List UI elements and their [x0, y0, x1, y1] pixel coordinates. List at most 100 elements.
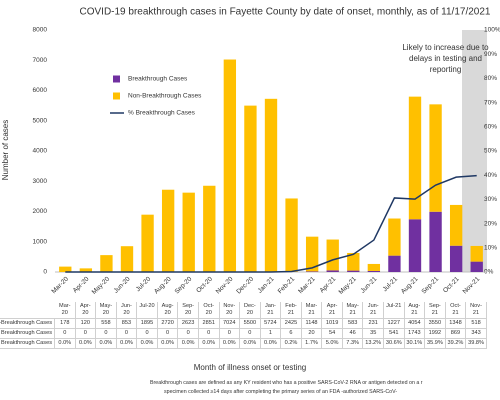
x-tick-label: Aug-20	[153, 275, 173, 295]
table-cell: 0.0%	[178, 339, 199, 349]
table-cell: 0	[96, 329, 117, 339]
annotation: Likely to increase due to delays in test…	[402, 43, 489, 74]
table-cell: 0	[75, 329, 97, 339]
line-series	[65, 174, 477, 273]
table-cell: 1348	[445, 319, 467, 329]
table-cell: 35.9%	[425, 339, 446, 349]
x-tick-label: Jun-21	[359, 275, 378, 294]
table-cell: 5724	[260, 319, 282, 329]
table-header: Nov-20	[219, 302, 241, 319]
bar-segment	[182, 192, 195, 272]
table-cell: 13.2%	[363, 339, 384, 349]
row-label-text: Non-Breakthrough Cases	[0, 320, 52, 326]
table-cell: 35	[363, 329, 384, 339]
y-tick-label: 5000	[33, 117, 48, 124]
table-header: May-20	[96, 302, 117, 319]
y2-tick-label: 10%	[484, 245, 497, 252]
table-cell: 0.0%	[198, 339, 220, 349]
table-cell: 6	[281, 329, 302, 339]
y2-tick-label: 30%	[484, 196, 497, 203]
table-cell: 1895	[137, 319, 158, 329]
table-cell: 1.7%	[301, 339, 323, 349]
table-cell: 178	[55, 319, 76, 329]
bar-segment	[429, 104, 442, 212]
table-cell: 1148	[301, 319, 323, 329]
table-header: Mar-20	[55, 302, 76, 319]
y-tick-label: 6000	[33, 87, 48, 94]
bar-segment	[326, 239, 339, 271]
x-tick-label: Aug-21	[400, 275, 420, 295]
table-cell: 0	[157, 329, 179, 339]
legend-label: Non-Breakthrough Cases	[128, 93, 202, 100]
table-cell: 0	[178, 329, 199, 339]
bar-segment	[305, 271, 319, 272]
bar-segment	[449, 204, 463, 246]
table-header: Oct-21	[445, 302, 467, 319]
x-tick-label: Oct-21	[442, 275, 461, 294]
bar-segment	[347, 252, 360, 271]
bar-segment	[408, 96, 422, 220]
table-header: Aug-21	[404, 302, 426, 319]
table-cell: 30.6%	[384, 339, 405, 349]
table-cell: 541	[384, 329, 405, 339]
x-tick-label: Mar-20	[50, 275, 70, 295]
table-header: Oct-20	[198, 302, 220, 319]
table-cell: 7024	[219, 319, 241, 329]
table-header: May-21	[342, 302, 364, 319]
table-cell: 0.0%	[75, 339, 97, 349]
bar-segment	[100, 255, 113, 272]
table-cell: 0	[55, 329, 76, 339]
table-cell: 0.0%	[240, 339, 261, 349]
table-cell: 558	[96, 319, 117, 329]
x-tick-label: Nov-20	[215, 275, 235, 295]
table-cell: 30.1%	[404, 339, 426, 349]
x-tick-label: Sep-21	[420, 275, 440, 295]
y2-tick-label: 20%	[484, 220, 497, 227]
table-corner	[0, 302, 55, 319]
x-tick-label: May-21	[338, 275, 359, 296]
bar-segment	[470, 245, 483, 262]
table-cell: 5.0%	[322, 339, 343, 349]
y-tick-label: 8000	[33, 27, 48, 34]
table-header: Jul-21	[384, 302, 405, 319]
bar-segment	[470, 261, 483, 272]
legend-swatch	[113, 75, 120, 83]
table-cell: 0	[198, 329, 220, 339]
x-tick-label: Nov-21	[462, 275, 482, 295]
table-row-label: Breakthrough Cases	[0, 329, 55, 339]
y2-tick-label: 60%	[484, 124, 497, 131]
table-cell: 1743	[404, 329, 426, 339]
x-axis-title: Month of illness onset or testing	[194, 363, 307, 372]
table-header: Dec-20	[240, 302, 261, 319]
table-header: Jan-21	[260, 302, 282, 319]
table-header: Sep-21	[425, 302, 446, 319]
bar-segment	[161, 189, 175, 272]
x-tick-label: May-20	[91, 275, 112, 296]
bar-segment	[305, 236, 319, 272]
y2-tick-label: 100%	[484, 27, 500, 34]
table-cell: 0	[116, 329, 138, 339]
bar-segment	[347, 270, 360, 272]
table-cell: 0.0%	[116, 339, 138, 349]
legend-label: Breakthrough Cases	[128, 76, 188, 83]
table-cell: 46	[342, 329, 364, 339]
table-cell: 0.0%	[55, 339, 76, 349]
chart: COVID-19 breakthrough cases in Fayette C…	[1, 7, 500, 296]
bar-segment	[285, 198, 298, 272]
table-cell: 54	[322, 329, 343, 339]
table-header: Apr-21	[322, 302, 343, 319]
table-cell: 5500	[240, 319, 261, 329]
y-tick-label: 0	[43, 269, 47, 276]
y-tick-label: 1000	[33, 238, 48, 245]
bar-segment	[79, 268, 93, 272]
bar-segment	[367, 263, 381, 271]
row-label-text: % Breakthrough Cases	[0, 340, 52, 346]
chart-title: COVID-19 breakthrough cases in Fayette C…	[80, 7, 491, 18]
table-cell: 20	[301, 329, 323, 339]
bar-segment	[203, 185, 216, 272]
table-cell: 4054	[404, 319, 426, 329]
bar-segment	[449, 245, 463, 272]
y2-tick-label: 40%	[484, 172, 497, 179]
table-row-label: % Breakthrough Cases	[0, 339, 55, 349]
pending-shade	[462, 30, 487, 272]
